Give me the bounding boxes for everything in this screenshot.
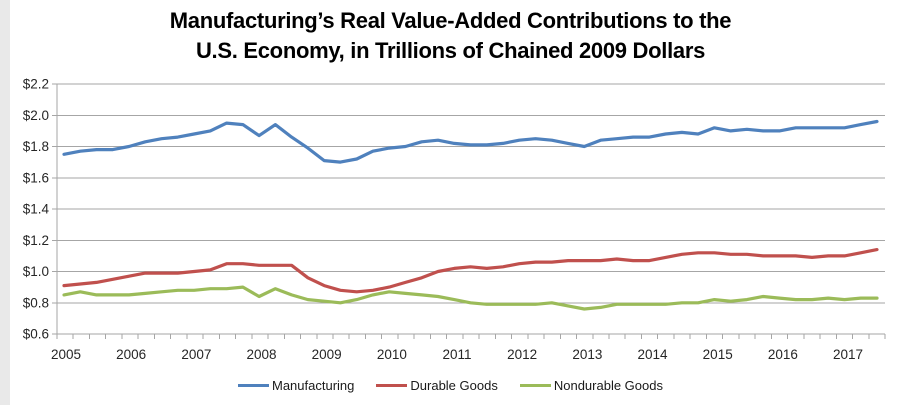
x-tick-label: 2006 [116, 347, 146, 362]
y-tick-label: $2.0 [23, 108, 49, 123]
legend-item-manufacturing: Manufacturing [238, 378, 354, 393]
x-axis-labels: 2005 2006 2007 2008 2009 2010 2011 2012 2013 2014… [51, 347, 863, 362]
y-tick-label: $1.8 [23, 139, 49, 154]
x-tick-label: 2013 [572, 347, 602, 362]
gridlines [52, 83, 886, 339]
y-tick-label: $0.8 [23, 295, 49, 310]
y-tick-label: $1.4 [23, 202, 50, 217]
y-tick-label: $1.2 [23, 233, 49, 248]
y-tick-label: $1.0 [23, 264, 49, 279]
durable-goods-line-marker-icon [376, 383, 408, 387]
x-tick-label: 2017 [833, 347, 863, 362]
chart-legend: Manufacturing Durable Goods Nondurable G… [0, 374, 901, 396]
legend-label-durable-goods: Durable Goods [410, 377, 498, 393]
x-tick-label: 2016 [768, 347, 798, 362]
left-margin-strip [0, 0, 10, 405]
y-axis-labels: $2.2 $2.0 $1.8 $1.6 $1.4 $1.2 $1.0 $0.8 $0.6 [23, 77, 50, 342]
x-tick-label: 2010 [377, 347, 407, 362]
x-tick-label: 2005 [51, 347, 81, 362]
y-tick-label: $1.6 [23, 170, 49, 185]
y-tick-label: $0.6 [23, 327, 49, 342]
x-tick-label: 2012 [507, 347, 537, 362]
legend-label-nondurable-goods: Nondurable Goods [553, 377, 663, 393]
x-tick-label: 2015 [703, 347, 733, 362]
chart-title-line1: Manufacturing’s Real Value-Added Contrib… [169, 8, 732, 33]
x-tick-label: 2009 [312, 347, 342, 362]
nondurable-goods-line-marker-icon [519, 383, 551, 387]
legend-label-manufacturing: Manufacturing [272, 377, 355, 393]
manufacturing-line-marker-icon [238, 383, 269, 387]
x-tick-label: 2011 [443, 347, 472, 362]
x-tick-label: 2008 [246, 347, 276, 362]
series-line-nondurable-goods [62, 285, 879, 311]
y-tick-label: $2.2 [23, 77, 49, 92]
legend-item-nondurable-goods: Nondurable Goods [519, 377, 663, 393]
x-tick-label: 2014 [638, 347, 669, 362]
legend-item-durable-goods: Durable Goods [376, 377, 498, 393]
x-tick-label: 2007 [181, 347, 211, 362]
series-line-manufacturing [62, 119, 879, 164]
chart-title: Manufacturing’s Real Value-Added Contrib… [10, 6, 891, 66]
chart-title-line2: U.S. Economy, in Trillions of Chained 20… [195, 38, 706, 63]
series-line-durable-goods [62, 248, 879, 294]
